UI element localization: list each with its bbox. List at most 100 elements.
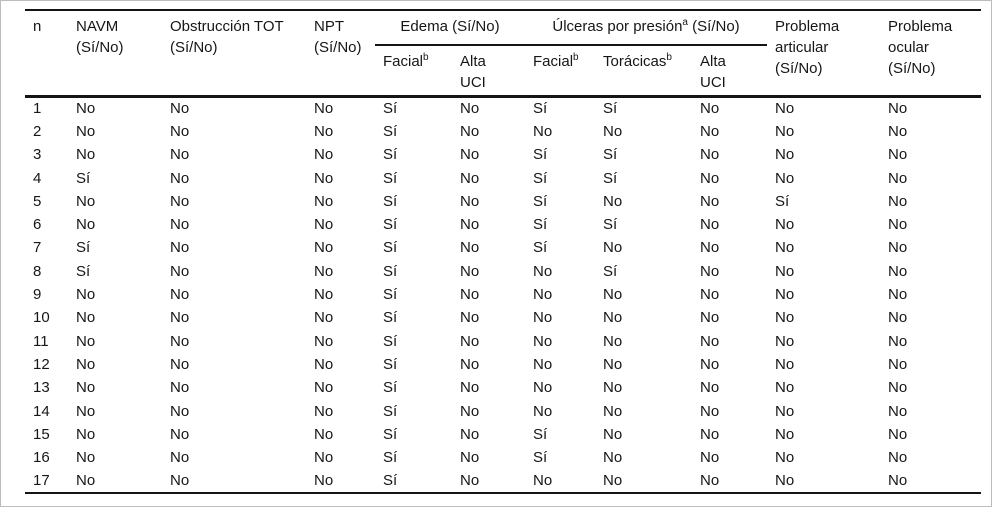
- cell-problema-ocular: No: [888, 402, 908, 420]
- cell-problema-ocular: No: [888, 146, 908, 164]
- cell-npt: No: [314, 216, 334, 234]
- cell-ulceras-alta-uci: No: [700, 169, 720, 187]
- cell-ulceras-alta-uci: No: [700, 355, 720, 373]
- cell-ulceras-toracicas: Sí: [603, 262, 618, 280]
- cell-ulceras-alta-uci: No: [700, 192, 720, 210]
- header-row-subcolumns: Facialb Alta UCI Facialb Torácicasb Alta…: [25, 45, 981, 98]
- col-header-obstruccion-tot: Obstrucción TOT (Sí/No): [162, 10, 306, 98]
- cell-navm: No: [76, 100, 96, 118]
- cell-obstruccion-tot: No: [170, 216, 190, 234]
- cell-n: 2: [33, 122, 42, 140]
- cell-ulceras-toracicas: No: [603, 449, 623, 467]
- cell-edema-alta-uci: No: [460, 379, 480, 397]
- cell-ulceras-toracicas: Sí: [603, 216, 618, 234]
- cell-edema-facial: Sí: [383, 379, 398, 397]
- cell-problema-articular: No: [775, 309, 795, 327]
- cell-n: 5: [33, 192, 42, 210]
- cell-problema-articular: No: [775, 379, 795, 397]
- cell-problema-articular: No: [775, 286, 795, 304]
- cell-ulceras-toracicas: Sí: [603, 100, 618, 118]
- cell-npt: No: [314, 262, 334, 280]
- table-row: 12 No No No Sí No No No No No No: [25, 353, 981, 376]
- cell-obstruccion-tot: No: [170, 332, 190, 350]
- cell-ulceras-facial: Sí: [533, 216, 548, 234]
- cell-ulceras-alta-uci: No: [692, 469, 768, 494]
- table-row: 10 No No No Sí No No No No No No: [25, 306, 981, 329]
- cell-edema-alta-uci: No: [460, 449, 480, 467]
- cell-ulceras-facial: No: [533, 286, 553, 304]
- cell-problema-articular: No: [775, 355, 795, 373]
- cell-ulceras-toracicas: No: [603, 192, 623, 210]
- cell-navm: No: [76, 332, 96, 350]
- cell-ulceras-facial: No: [533, 122, 553, 140]
- cell-npt: No: [314, 169, 334, 187]
- cell-obstruccion-tot: No: [170, 100, 190, 118]
- cell-problema-articular: No: [775, 449, 795, 467]
- cell-navm: Sí: [76, 239, 91, 257]
- table-row: 17 No No No Sí No No No No No No: [25, 469, 982, 494]
- cell-ulceras-alta-uci: No: [700, 449, 720, 467]
- cell-ulceras-alta-uci: No: [700, 379, 720, 397]
- cell-ulceras-facial: No: [533, 332, 553, 350]
- cell-obstruccion-tot: No: [170, 239, 190, 257]
- cell-ulceras-facial: Sí: [533, 100, 548, 118]
- cell-n: 16: [33, 449, 50, 467]
- cell-problema-articular: No: [775, 169, 795, 187]
- table-row: 16 No No No Sí No Sí No No No No: [25, 446, 981, 469]
- cell-navm: No: [76, 286, 96, 304]
- cell-ulceras-toracicas: Sí: [603, 146, 618, 164]
- cell-ulceras-toracicas: No: [595, 469, 693, 494]
- footnote-marker-b: b: [666, 52, 672, 63]
- cell-obstruccion-tot: No: [170, 355, 190, 373]
- cell-npt: No: [314, 100, 334, 118]
- cell-problema-ocular: No: [888, 425, 908, 443]
- cell-problema-ocular: No: [888, 262, 908, 280]
- cell-npt: No: [314, 425, 334, 443]
- cell-n: 13: [33, 379, 50, 397]
- cell-obstruccion-tot: No: [170, 309, 190, 327]
- cell-obstruccion-tot: No: [162, 469, 306, 494]
- cell-ulceras-alta-uci: No: [700, 146, 720, 164]
- cell-n: 6: [33, 216, 42, 234]
- cell-n: 17: [25, 469, 68, 494]
- cell-problema-articular: Sí: [775, 192, 790, 210]
- cell-navm: No: [76, 122, 96, 140]
- cell-obstruccion-tot: No: [170, 286, 190, 304]
- cell-ulceras-alta-uci: No: [700, 332, 720, 350]
- cell-problema-articular: No: [775, 425, 795, 443]
- cell-ulceras-alta-uci: No: [700, 100, 720, 118]
- cell-problema-articular: No: [775, 216, 795, 234]
- cell-obstruccion-tot: No: [170, 122, 190, 140]
- cell-navm: No: [76, 379, 96, 397]
- cell-obstruccion-tot: No: [170, 402, 190, 420]
- cell-n: 14: [33, 402, 50, 420]
- cell-edema-facial: Sí: [383, 286, 398, 304]
- cell-problema-articular: No: [775, 239, 795, 257]
- cell-problema-ocular: No: [888, 122, 908, 140]
- cell-problema-ocular: No: [888, 449, 908, 467]
- cell-problema-ocular: No: [888, 216, 908, 234]
- cell-npt: No: [314, 402, 334, 420]
- cell-edema-alta-uci: No: [460, 262, 480, 280]
- table-row: 3 No No No Sí No Sí Sí No No No: [25, 143, 981, 166]
- col-header-problema-ocular: Problema ocular (Sí/No): [880, 10, 982, 98]
- cell-problema-ocular: No: [888, 286, 908, 304]
- table-row: 9 No No No Sí No No No No No No: [25, 283, 981, 306]
- cell-edema-facial: Sí: [383, 355, 398, 373]
- cell-ulceras-toracicas: No: [603, 309, 623, 327]
- table-row: 4 Sí No No Sí No Sí Sí No No No: [25, 166, 981, 189]
- cell-problema-articular: No: [775, 402, 795, 420]
- cell-problema-ocular: No: [888, 309, 908, 327]
- table-header: n NAVM (Sí/No) Obstrucción TOT (Sí/No) N…: [25, 10, 982, 98]
- cell-edema-alta-uci: No: [452, 469, 526, 494]
- cell-problema-articular: No: [775, 146, 795, 164]
- table-row: 8 Sí No No Sí No No Sí No No No: [25, 260, 981, 283]
- col-header-navm: NAVM (Sí/No): [68, 10, 162, 98]
- cell-edema-alta-uci: No: [460, 332, 480, 350]
- cell-npt: No: [314, 286, 334, 304]
- table-row: 5 No No No Sí No Sí No No Sí No: [25, 190, 981, 213]
- cell-npt: No: [314, 355, 334, 373]
- cell-navm: No: [76, 146, 96, 164]
- cell-navm: No: [76, 355, 96, 373]
- cell-n: 3: [33, 146, 42, 164]
